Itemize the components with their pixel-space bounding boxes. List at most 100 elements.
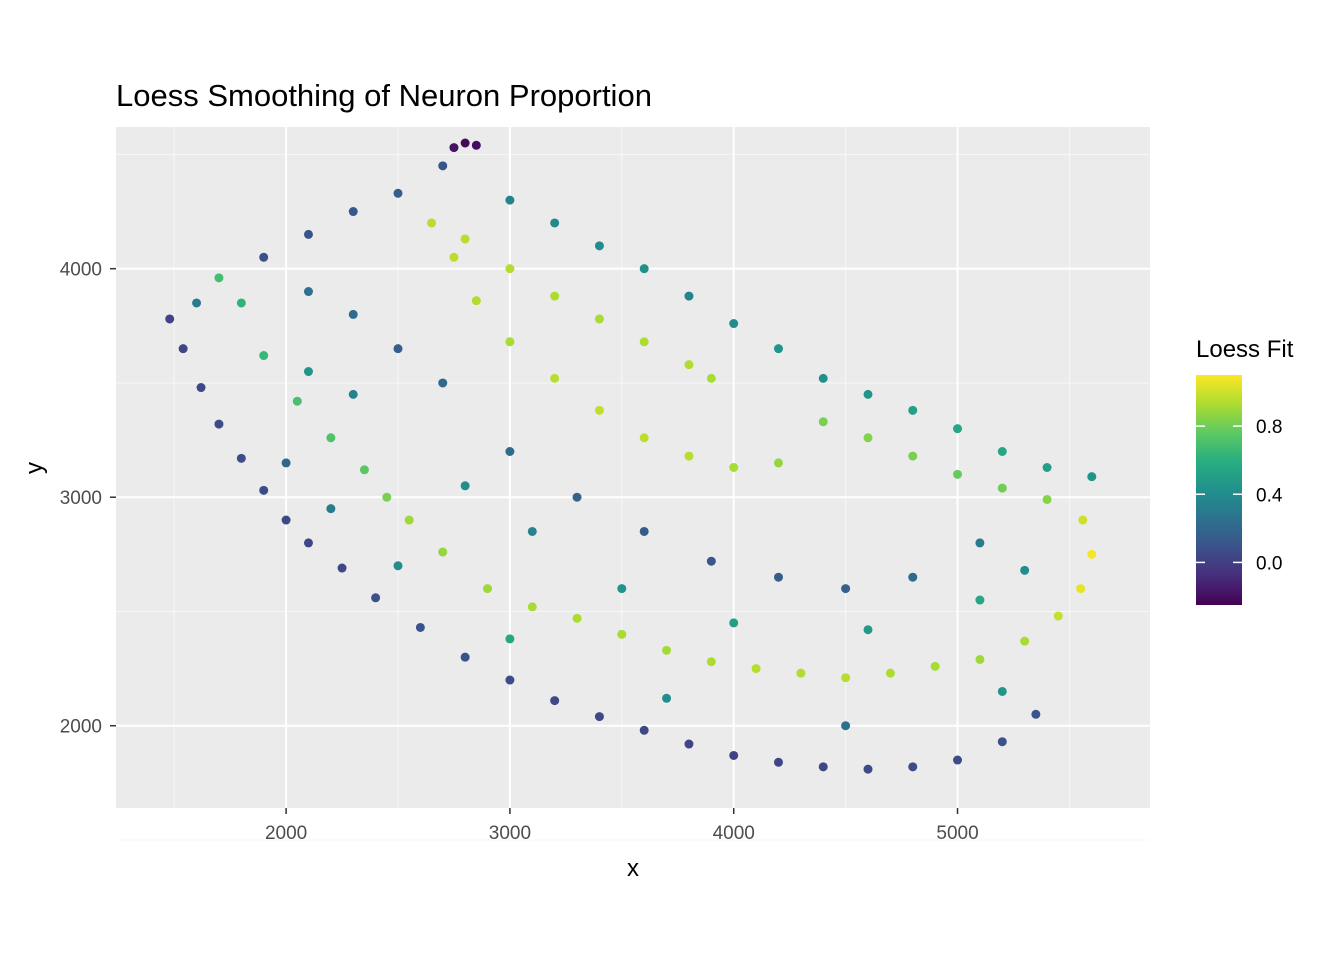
data-point — [359, 465, 369, 475]
data-point — [997, 737, 1007, 747]
data-point — [460, 652, 470, 662]
data-point — [1078, 515, 1088, 525]
chart-title: Loess Smoothing of Neuron Proportion — [116, 78, 652, 113]
data-point — [863, 625, 873, 635]
data-point — [706, 373, 716, 383]
data-point — [1020, 636, 1030, 646]
data-point — [841, 584, 851, 594]
data-point — [505, 337, 515, 347]
data-point — [662, 645, 672, 655]
x-tick-label: 2000 — [265, 823, 307, 844]
data-point — [1076, 584, 1086, 594]
data-point — [259, 252, 269, 262]
data-point — [292, 396, 302, 406]
data-point — [706, 556, 716, 566]
data-point — [997, 483, 1007, 493]
data-point — [326, 504, 336, 514]
data-point — [1087, 472, 1097, 482]
colorbar-ticks: 0.0 0.4 0.8 — [1196, 417, 1283, 574]
data-point — [259, 351, 269, 361]
data-point — [975, 538, 985, 548]
data-point — [572, 613, 582, 623]
data-point — [639, 526, 649, 536]
data-point — [975, 595, 985, 605]
data-point — [594, 241, 604, 251]
data-point — [639, 337, 649, 347]
data-point — [729, 319, 739, 329]
data-point — [773, 572, 783, 582]
data-point — [404, 515, 414, 525]
data-point — [1053, 611, 1063, 621]
data-point — [505, 447, 515, 457]
data-point — [438, 378, 448, 388]
data-point — [303, 367, 313, 377]
data-point — [662, 693, 672, 703]
data-point — [471, 296, 481, 306]
data-point — [348, 309, 358, 319]
colorbar-label: 0.8 — [1256, 417, 1282, 438]
data-point — [393, 188, 403, 198]
data-point — [415, 622, 425, 632]
x-axis: 2000 3000 4000 5000 — [265, 808, 979, 844]
data-point — [1042, 494, 1052, 504]
data-point — [259, 485, 269, 495]
colorbar — [1196, 375, 1242, 605]
data-points — [165, 138, 1097, 774]
data-point — [303, 538, 313, 548]
grid-lines — [116, 127, 1150, 841]
data-point — [1031, 709, 1041, 719]
data-point — [505, 264, 515, 274]
data-point — [281, 515, 291, 525]
data-point — [1042, 463, 1052, 472]
data-point — [192, 298, 202, 308]
data-point — [975, 654, 985, 664]
data-point — [236, 453, 246, 463]
x-tick-label: 4000 — [713, 823, 755, 844]
data-point — [550, 696, 560, 706]
data-point — [393, 561, 403, 571]
data-point — [427, 218, 437, 228]
data-point — [178, 344, 188, 354]
data-point — [908, 572, 918, 582]
x-tick-label: 3000 — [489, 823, 531, 844]
data-point — [505, 195, 515, 205]
data-point — [303, 229, 313, 239]
data-point — [165, 314, 175, 324]
plot-panel — [116, 127, 1150, 808]
data-point — [483, 584, 493, 594]
data-point — [639, 433, 649, 443]
data-point — [729, 618, 739, 628]
data-point — [953, 469, 963, 479]
data-point — [527, 602, 537, 612]
data-point — [930, 661, 940, 671]
data-point — [196, 383, 206, 393]
data-point — [997, 686, 1007, 696]
data-point — [796, 668, 806, 678]
data-point — [818, 417, 828, 427]
data-point — [908, 451, 918, 461]
data-point — [863, 764, 873, 774]
data-point — [393, 344, 403, 354]
data-point — [471, 140, 481, 150]
data-point — [449, 252, 459, 262]
data-point — [729, 463, 739, 472]
data-point — [460, 138, 470, 148]
data-point — [751, 664, 761, 674]
data-point — [885, 668, 895, 678]
data-point — [594, 314, 604, 324]
data-point — [841, 673, 851, 683]
data-point — [684, 451, 694, 461]
data-point — [214, 273, 224, 283]
data-point — [773, 344, 783, 354]
colorbar-label: 0.4 — [1256, 485, 1283, 506]
data-point — [1020, 565, 1030, 575]
data-point — [684, 360, 694, 370]
data-point — [527, 526, 537, 536]
data-point — [818, 762, 828, 772]
y-axis-title: y — [21, 462, 48, 474]
data-point — [639, 725, 649, 735]
data-point — [348, 389, 358, 399]
data-point — [505, 675, 515, 685]
data-point — [371, 593, 381, 603]
